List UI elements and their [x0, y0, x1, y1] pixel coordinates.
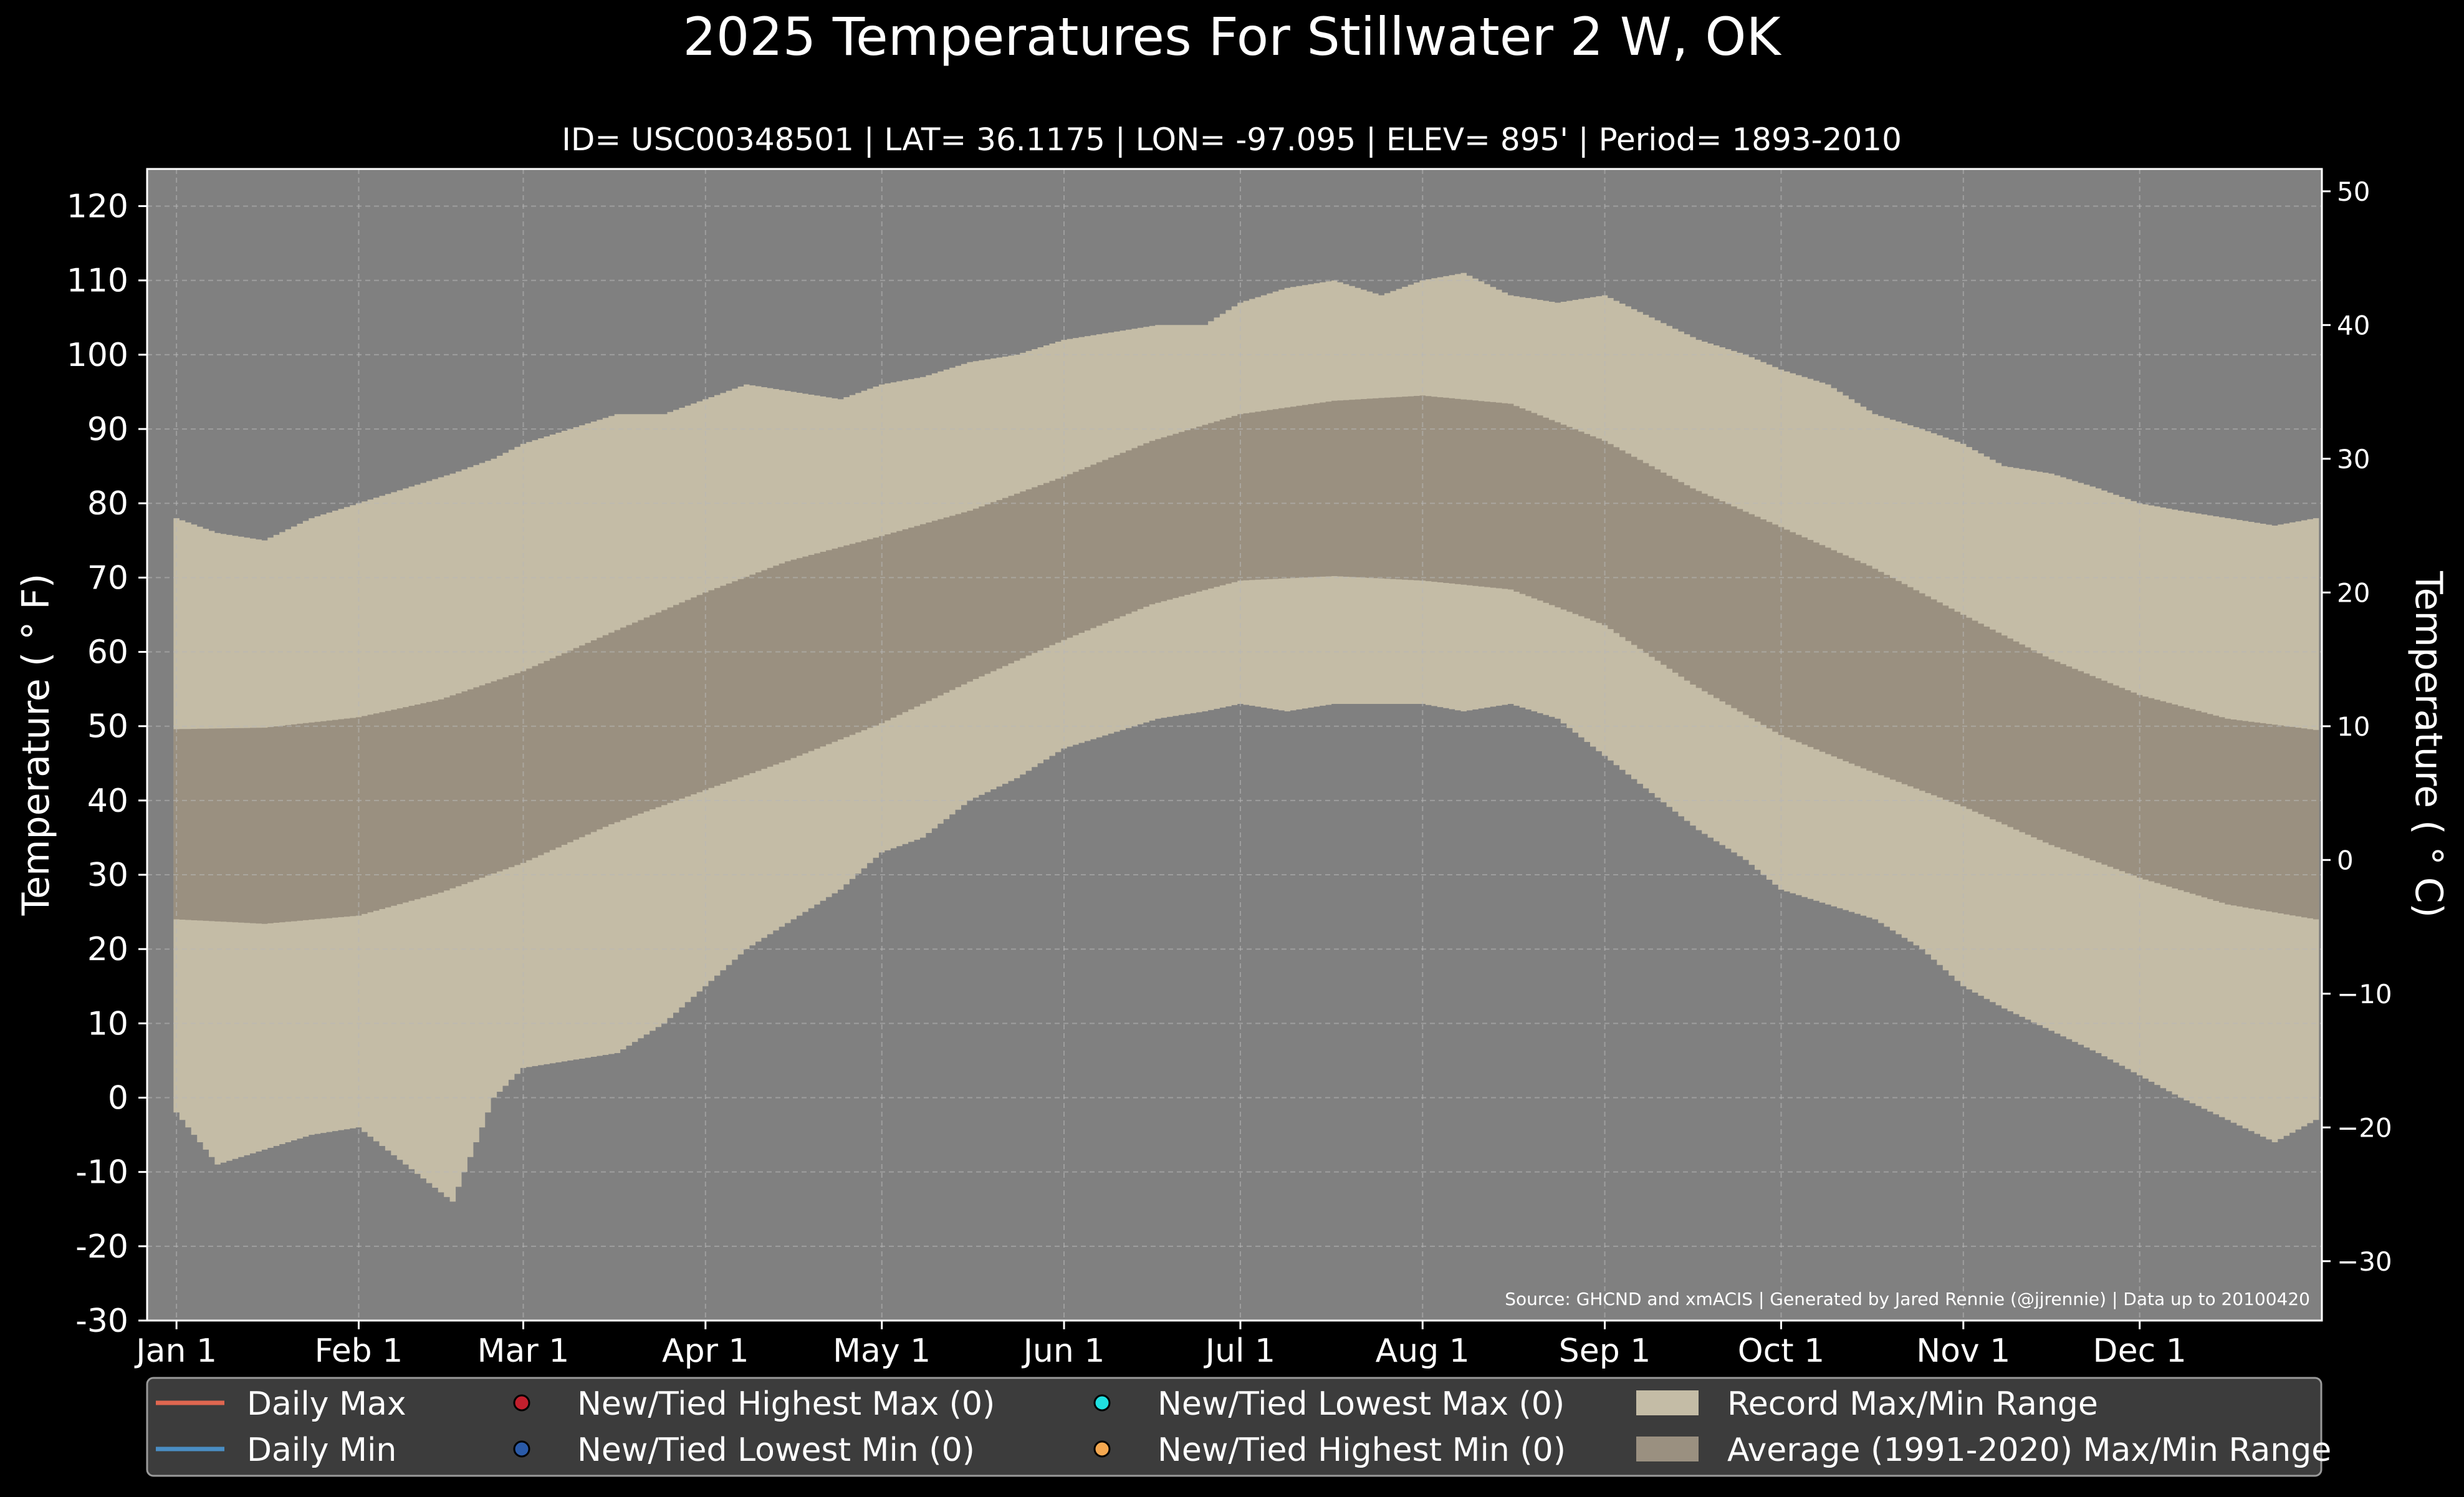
- legend-label: New/Tied Highest Min (0): [1158, 1432, 1566, 1469]
- y2-tick-label: 40: [2337, 310, 2370, 340]
- y-tick-label: 100: [67, 337, 128, 374]
- y-tick-label: 40: [87, 782, 128, 820]
- x-tick-label: Apr 1: [662, 1332, 749, 1370]
- y-tick-label: -10: [75, 1154, 128, 1191]
- y-tick-label: 80: [87, 485, 128, 522]
- record-range-area: [173, 272, 2319, 1202]
- y-tick-label: 60: [87, 634, 128, 671]
- legend-item: Record Max/Min Range: [1636, 1385, 2098, 1423]
- y2-tick-label: −20: [2337, 1112, 2392, 1143]
- y2-tick-label: 30: [2337, 444, 2370, 474]
- legend: Daily Max Daily Min New/Tied Highest Max (…: [146, 1377, 2331, 1477]
- legend-patch-swatch: [1636, 1437, 1699, 1461]
- x-tick-label: Sep 1: [1559, 1332, 1651, 1370]
- legend-label: New/Tied Lowest Min (0): [577, 1432, 975, 1469]
- grid-lines: [147, 169, 2322, 1321]
- legend-item: Daily Min: [156, 1432, 396, 1469]
- x-tick-label: Feb 1: [315, 1332, 403, 1370]
- legend-label: Average (1991-2020) Max/Min Range: [1727, 1432, 2331, 1469]
- chart-title: 2025 Temperatures For Stillwater 2 W, OK: [683, 6, 1781, 67]
- x-tick-label: Jul 1: [1204, 1332, 1275, 1370]
- legend-label: New/Tied Lowest Max (0): [1158, 1385, 1565, 1423]
- legend-label: Daily Min: [247, 1432, 396, 1469]
- y2-tick-label: 0: [2337, 845, 2354, 875]
- legend-item: New/Tied Lowest Min (0): [513, 1432, 975, 1469]
- y2-tick-label: 20: [2337, 577, 2370, 608]
- x-axis: Jan 1 Feb 1 Mar 1 Apr 1 May 1 Jun 1 Jul 1 Aug 1…: [134, 1321, 2187, 1370]
- x-tick-label: Dec 1: [2093, 1332, 2187, 1370]
- legend-label: Daily Max: [247, 1385, 406, 1423]
- y-tick-label: -20: [75, 1228, 128, 1266]
- plot-frame: [146, 168, 2323, 1322]
- y-tick-label: 110: [67, 262, 128, 300]
- legend-dot-swatch: [1093, 1394, 1111, 1412]
- legend-label: New/Tied Highest Max (0): [577, 1385, 995, 1423]
- y2-tick-label: −10: [2337, 979, 2392, 1009]
- legend-item: New/Tied Highest Min (0): [1093, 1432, 1566, 1469]
- legend-item: New/Tied Lowest Max (0): [1093, 1385, 1565, 1423]
- y-tick-label: 20: [87, 931, 128, 968]
- y-tick-label: 120: [67, 188, 128, 226]
- y-axis-right: −30 −20 −10 0 10 20 30 40 50: [2322, 176, 2392, 1277]
- source-note: Source: GHCND and xmACIS | Generated by …: [1505, 1289, 2310, 1309]
- x-tick-label: Oct 1: [1738, 1332, 1825, 1370]
- y-tick-label: 50: [87, 708, 128, 746]
- normal-range-area: [173, 395, 2319, 924]
- legend-item: New/Tied Highest Max (0): [513, 1385, 995, 1423]
- chart-subtitle: ID= USC00348501 | LAT= 36.1175 | LON= -9…: [562, 122, 1902, 158]
- y2-tick-label: 10: [2337, 711, 2370, 742]
- x-tick-label: Mar 1: [477, 1332, 570, 1370]
- legend-dot-swatch: [1093, 1440, 1111, 1458]
- plot-area: [146, 168, 2323, 1322]
- y-tick-label: 0: [108, 1080, 128, 1117]
- y2-tick-label: −30: [2337, 1246, 2392, 1277]
- legend-label: Record Max/Min Range: [1727, 1385, 2098, 1423]
- y-tick-label: 30: [87, 857, 128, 894]
- x-tick-label: Aug 1: [1376, 1332, 1470, 1370]
- x-tick-label: May 1: [833, 1332, 931, 1370]
- y-axis-left: -30 -20 -10 0 10 20 30 40 50 60 70 80 90 100 110 120: [67, 188, 147, 1340]
- y-tick-label: 10: [87, 1005, 128, 1042]
- legend-item: Average (1991-2020) Max/Min Range: [1636, 1432, 2331, 1469]
- y2-axis-label: Temperature ( ° C): [2407, 570, 2450, 918]
- y2-tick-label: 50: [2337, 176, 2370, 207]
- x-tick-label: Jan 1: [134, 1332, 217, 1370]
- x-tick-label: Nov 1: [1916, 1332, 2010, 1370]
- legend-items: Daily Max Daily Min New/Tied Highest Max (…: [156, 1385, 2331, 1469]
- legend-patch-swatch: [1636, 1390, 1699, 1415]
- legend-dot-swatch: [513, 1394, 530, 1412]
- x-tick-label: Jun 1: [1022, 1332, 1105, 1370]
- legend-box: [146, 1377, 2323, 1477]
- legend-item: Daily Max: [156, 1385, 406, 1423]
- y-tick-label: 90: [87, 411, 128, 448]
- y-tick-label: -30: [75, 1302, 128, 1340]
- legend-dot-swatch: [513, 1440, 530, 1458]
- y-axis-label: Temperature ( ° F): [14, 574, 58, 917]
- y-tick-label: 70: [87, 559, 128, 597]
